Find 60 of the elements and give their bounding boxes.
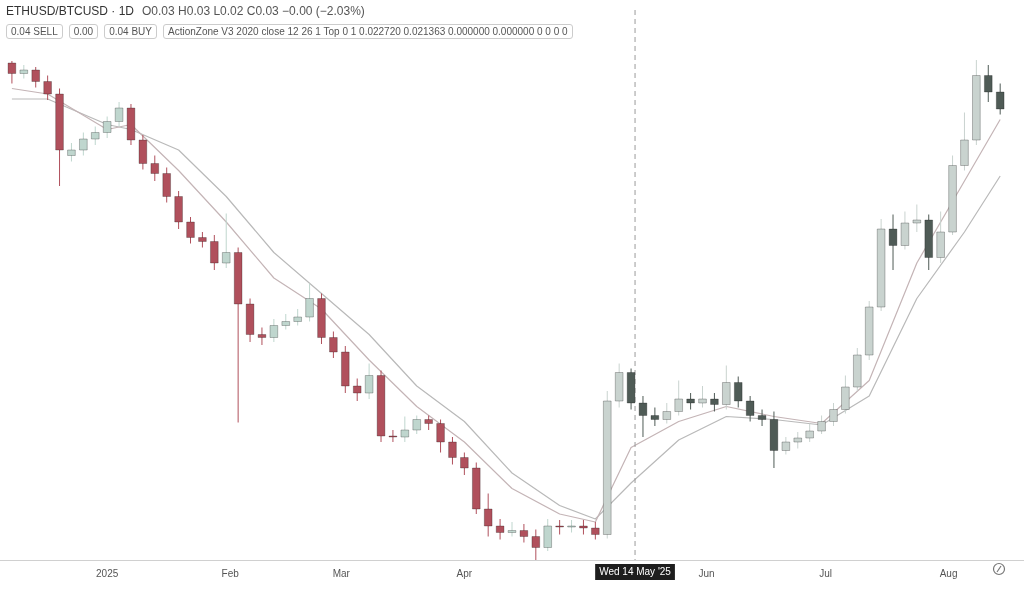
candlestick — [638, 395, 648, 438]
x-tick-label: 2025 — [96, 567, 119, 579]
candlestick — [388, 429, 398, 443]
candlestick — [733, 376, 743, 408]
candlestick — [412, 415, 422, 435]
candlestick — [805, 423, 815, 443]
text: 0.00 — [68, 24, 99, 39]
candlestick — [995, 83, 1005, 115]
candlestick — [400, 416, 410, 443]
x-tick-label: Jun — [698, 567, 715, 579]
x-tick-label: Jul — [819, 567, 832, 579]
candlestick — [507, 521, 517, 537]
candlestick — [138, 134, 148, 170]
x-tick-label: Apr — [456, 567, 473, 579]
candlestick — [90, 126, 100, 146]
candlestick — [269, 318, 279, 343]
candlestick — [31, 66, 41, 88]
candlestick — [483, 493, 493, 537]
candlestick — [662, 402, 672, 424]
candlestick — [257, 327, 267, 346]
candlestick — [888, 214, 898, 271]
candlestick — [221, 213, 231, 269]
candlestick — [650, 407, 660, 427]
candlestick — [841, 375, 850, 414]
candlestick — [448, 436, 457, 465]
candlestick — [352, 378, 362, 402]
candlestick — [829, 402, 838, 427]
candlestick — [150, 155, 160, 182]
x-tick-label: Feb — [221, 567, 240, 579]
candlestick — [710, 392, 719, 412]
x-tick-label: Mar — [332, 567, 351, 579]
candlestick — [162, 167, 172, 203]
candlestick — [781, 436, 791, 455]
candlestick — [531, 529, 541, 561]
candlestick — [186, 216, 195, 244]
candlestick — [519, 523, 529, 543]
candlestick — [7, 60, 17, 84]
candlestick — [67, 142, 76, 162]
text: ActionZone V3 2020 close 12 26 1 Top 0 1 0.022720 0.021363 0.000000 0.000000 0 0 0 0 — [163, 24, 573, 39]
x-tick-label: Aug — [939, 567, 958, 579]
candlestick — [364, 363, 374, 400]
candlestick — [721, 365, 731, 410]
chart-subtitle: O0.03 H0.03 L0.02 C0.03 −0.00 (−2.03%) — [142, 4, 365, 18]
candlestick — [114, 101, 124, 127]
candlestick — [745, 395, 755, 422]
text: 0.04 SELL — [6, 24, 63, 39]
candlestick — [674, 380, 684, 416]
ref-line-label: Wed 14 May '25 — [599, 565, 672, 577]
candlestick — [757, 409, 767, 427]
candlestick — [900, 211, 910, 250]
candlestick — [209, 234, 219, 271]
candlestick — [983, 64, 993, 103]
chart-title: ETHUSD/BTCUSD · 1D — [6, 4, 135, 18]
candlestick — [543, 518, 553, 552]
text: 0.04 BUY — [104, 24, 157, 39]
candlestick — [495, 518, 505, 540]
candlestick — [78, 132, 88, 156]
candlestick — [698, 385, 707, 408]
candlestick — [912, 204, 922, 233]
candlestick — [102, 116, 112, 139]
